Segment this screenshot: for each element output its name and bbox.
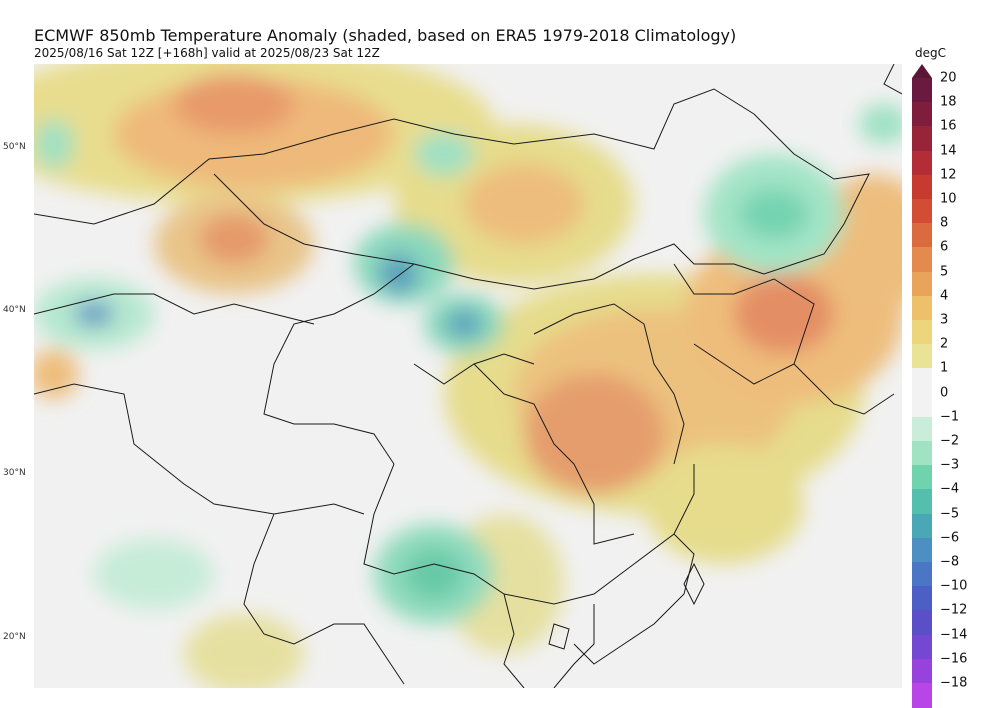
country-borders [34, 64, 902, 688]
chart-subtitle: 2025/08/16 Sat 12Z [+168h] valid at 2025… [34, 46, 380, 60]
colorbar-tick-label: 18 [940, 94, 957, 110]
colorbar-tick-label: 10 [940, 191, 957, 207]
colorbar-tick-label: −1 [940, 409, 960, 425]
colorbar-segment [912, 102, 932, 128]
colorbar-tick-label: −12 [940, 602, 968, 618]
colorbar-top-arrow [912, 64, 932, 78]
colorbar-tick-label: 20 [940, 70, 957, 86]
colorbar-segment [912, 465, 932, 491]
lat-label-40n: 40°N [3, 305, 26, 315]
colorbar-tick-label: 1 [940, 360, 949, 376]
colorbar-segment [912, 610, 932, 636]
colorbar-segment [912, 513, 932, 539]
colorbar-segment [912, 320, 932, 346]
colorbar-segment [912, 416, 932, 442]
colorbar-tick-label: 14 [940, 143, 957, 159]
colorbar-segment [912, 392, 932, 418]
colorbar-tick-label: −14 [940, 627, 968, 643]
colorbar-segment [912, 634, 932, 660]
map-canvas [34, 64, 902, 688]
colorbar-segment [912, 174, 932, 200]
colorbar-segment [912, 489, 932, 515]
colorbar-tick-label: −10 [940, 578, 968, 594]
colorbar-tick-label: −2 [940, 433, 960, 449]
colorbar-tick-label: 6 [940, 239, 949, 255]
colorbar-tick-label: 4 [940, 288, 949, 304]
colorbar-segment [912, 223, 932, 249]
colorbar-tick-label: −16 [940, 651, 968, 667]
colorbar-tick-label: −3 [940, 457, 960, 473]
anomaly-shading [34, 64, 902, 688]
colorbar-segment [912, 441, 932, 467]
colorbar-tick-label: 3 [940, 312, 949, 328]
anomaly-map [34, 64, 902, 688]
colorbar-tick-label: −18 [940, 675, 968, 691]
lat-label-30n: 30°N [3, 468, 26, 478]
colorbar [912, 78, 932, 708]
colorbar-segment [912, 247, 932, 273]
colorbar-segment [912, 150, 932, 176]
colorbar-segment [912, 562, 932, 588]
colorbar-tick-label: 0 [940, 385, 949, 401]
colorbar-tick-label: −8 [940, 554, 960, 570]
colorbar-tick-label: 5 [940, 264, 949, 280]
colorbar-tick-label: −5 [940, 506, 960, 522]
colorbar-segment [912, 295, 932, 321]
lat-label-20n: 20°N [3, 632, 26, 642]
colorbar-tick-label: 16 [940, 118, 957, 134]
colorbar-segment [912, 658, 932, 684]
colorbar-tick-label: 8 [940, 215, 949, 231]
colorbar-segment [912, 368, 932, 394]
colorbar-segment [912, 683, 932, 708]
colorbar-segment [912, 78, 932, 104]
colorbar-segment [912, 586, 932, 612]
colorbar-segment [912, 344, 932, 370]
colorbar-segment [912, 537, 932, 563]
colorbar-segment [912, 271, 932, 297]
colorbar-tick-label: −6 [940, 530, 960, 546]
colorbar-segment [912, 199, 932, 225]
colorbar-tick-label: −4 [940, 481, 960, 497]
colorbar-unit: degC [915, 46, 946, 60]
colorbar-tick-label: 2 [940, 336, 949, 352]
chart-title: ECMWF 850mb Temperature Anomaly (shaded,… [34, 26, 737, 45]
colorbar-segment [912, 126, 932, 152]
lat-label-50n: 50°N [3, 142, 26, 152]
colorbar-tick-label: 12 [940, 167, 957, 183]
